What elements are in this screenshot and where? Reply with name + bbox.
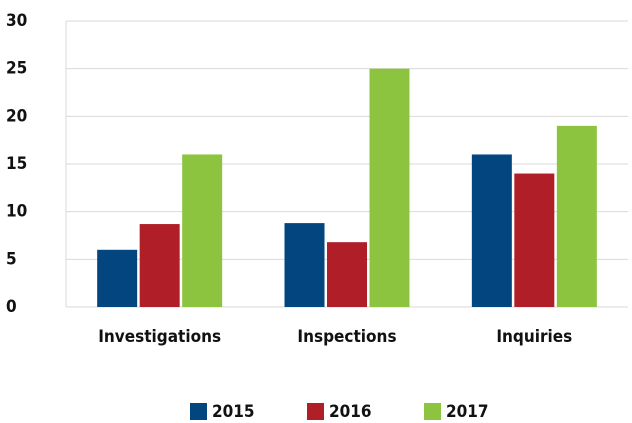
legend-label: 2016 [329, 402, 372, 422]
y-tick-label: 15 [6, 154, 27, 174]
x-tick-label: Inspections [297, 327, 396, 347]
y-tick-label: 25 [6, 59, 27, 79]
bar [556, 125, 597, 307]
x-tick-label: Inquiries [496, 327, 572, 347]
bar [182, 154, 223, 307]
legend-swatch [424, 403, 441, 420]
bar [284, 223, 325, 307]
bar [327, 242, 367, 307]
bar [139, 224, 180, 307]
legend-swatch [307, 403, 324, 420]
x-tick-label: Investigations [98, 327, 221, 347]
y-tick-label: 0 [6, 297, 17, 317]
legend-label: 2017 [446, 402, 489, 422]
legend-swatch [190, 403, 207, 420]
y-tick-label: 10 [6, 202, 27, 222]
bar [97, 249, 138, 307]
bar [471, 154, 512, 307]
bar [514, 173, 555, 307]
y-tick-label: 5 [6, 249, 17, 269]
legend-label: 2015 [212, 402, 255, 422]
bar [369, 68, 410, 308]
y-tick-label: 20 [6, 106, 27, 126]
y-tick-label: 30 [6, 11, 27, 31]
